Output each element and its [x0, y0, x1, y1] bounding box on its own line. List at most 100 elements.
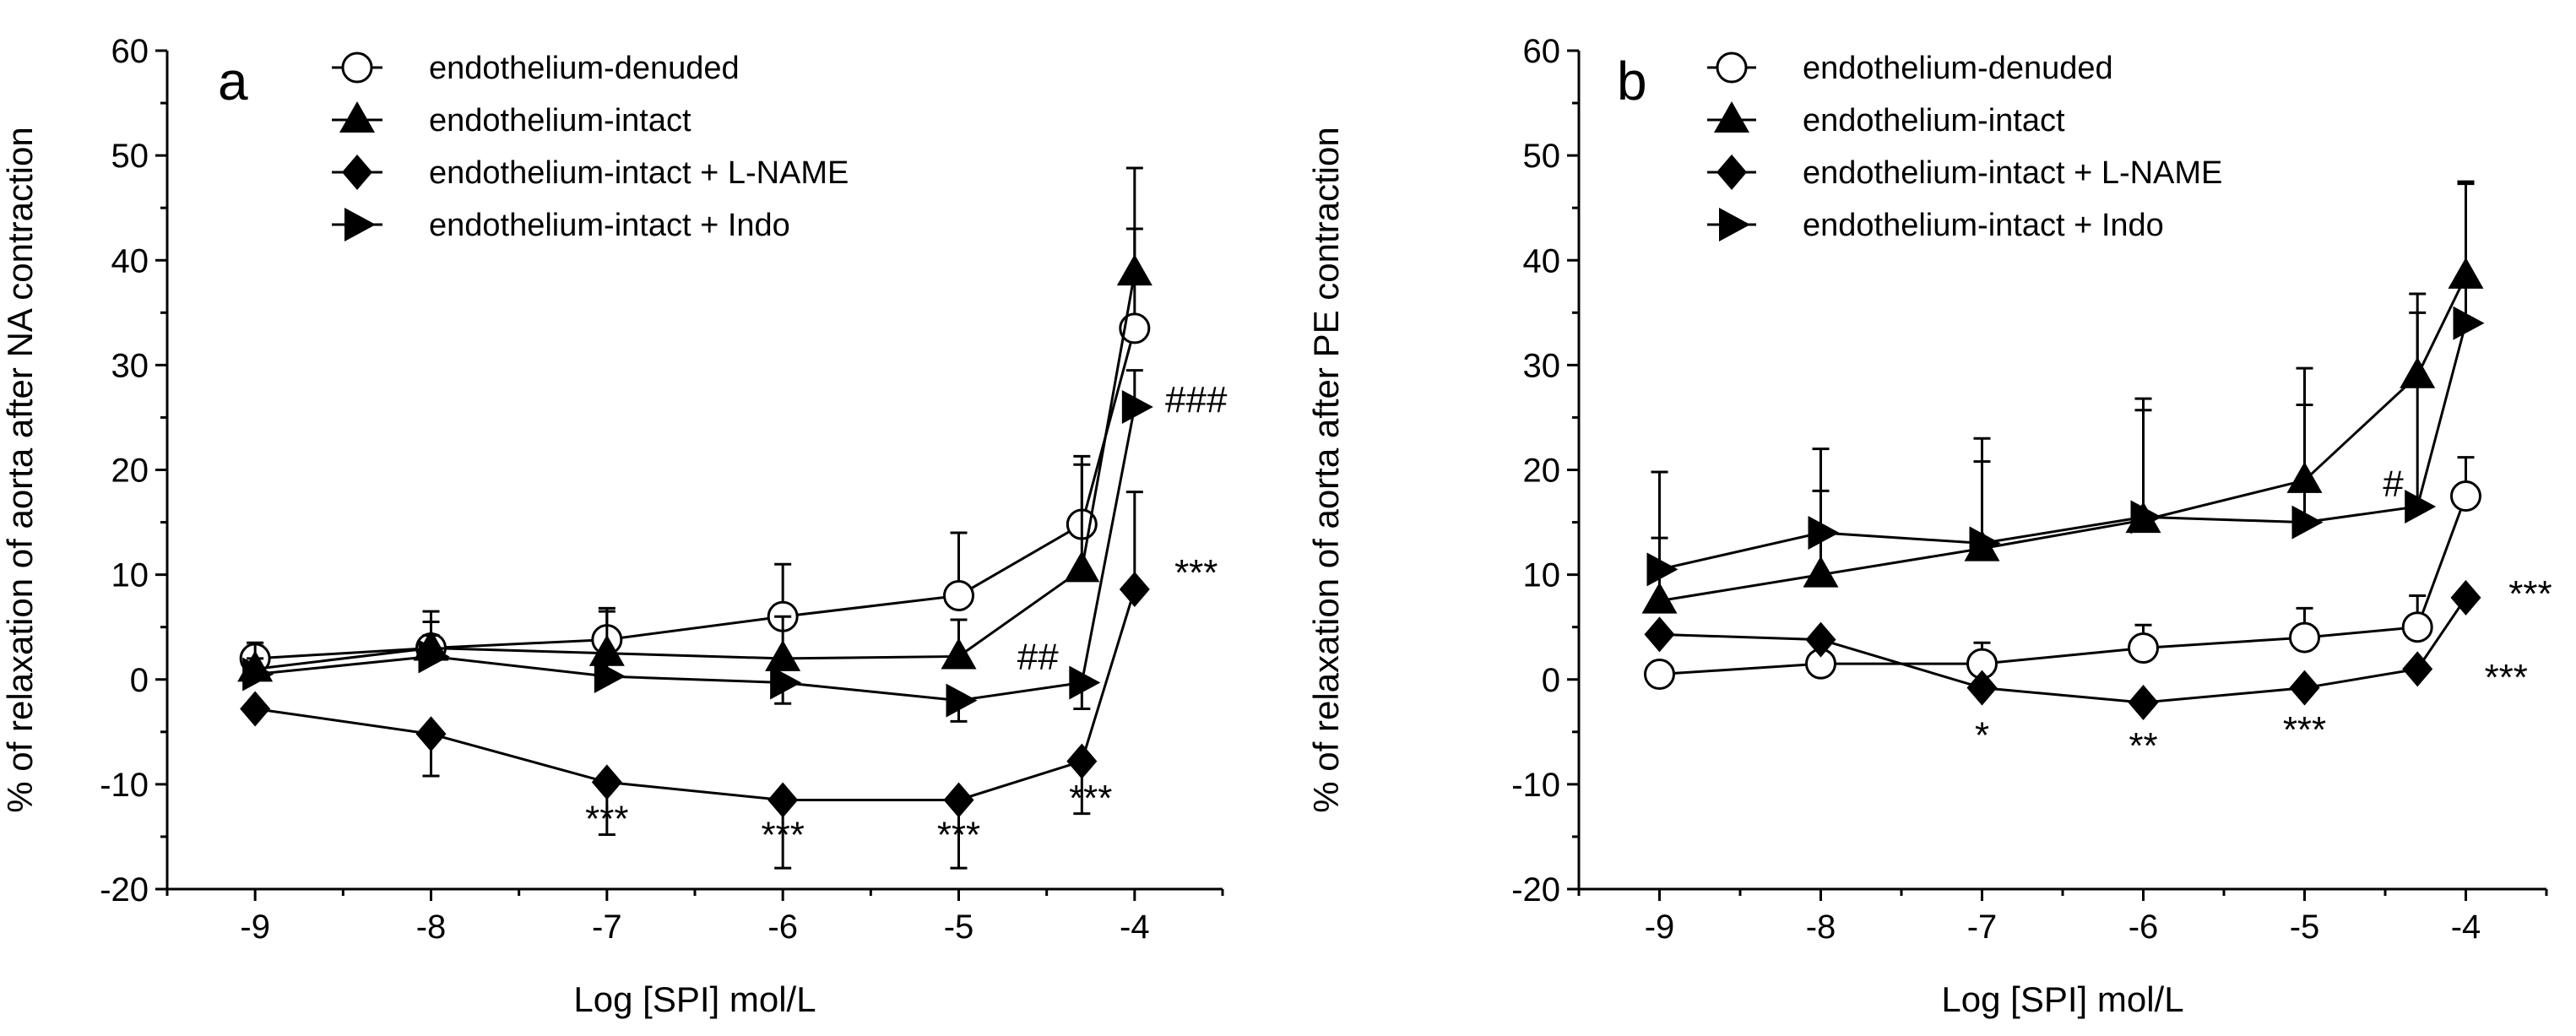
legend-item-endothelium-intact: endothelium-intact — [1707, 101, 2065, 138]
data-point — [591, 764, 622, 800]
x-tick-label: -5 — [2290, 909, 2320, 946]
data-point — [594, 659, 626, 694]
legend-item-endothelium-intact-l-name: endothelium-intact + L-NAME — [1707, 155, 2222, 191]
legend-item-endothelium-intact-indo: endothelium-intact + Indo — [1707, 208, 2164, 243]
y-axis-title: % of relaxation of aorta after NA contra… — [0, 127, 40, 812]
data-point — [242, 657, 274, 692]
series-line — [1659, 323, 2467, 571]
significance-annotation: *** — [1174, 552, 1217, 594]
data-point — [1966, 670, 1998, 706]
data-point — [1121, 390, 1153, 425]
y-tick-label: 10 — [111, 557, 149, 594]
significance-annotation: *** — [2485, 657, 2528, 698]
data-point — [2450, 579, 2481, 616]
legend-marker — [1716, 155, 1747, 190]
data-point — [1116, 254, 1152, 286]
series-endothelium-intact-indo — [1646, 182, 2485, 587]
series-line — [254, 272, 1136, 670]
legend-item-endothelium-denuded: endothelium-denuded — [332, 51, 740, 86]
significance-annotation: *** — [1069, 778, 1112, 819]
series-endothelium-intact-l-name — [1644, 579, 2481, 721]
series-endothelium-denuded — [1644, 456, 2481, 691]
y-tick-label: 20 — [111, 453, 149, 490]
y-tick-label: -10 — [1511, 767, 1560, 804]
x-tick-label: -4 — [2451, 909, 2481, 946]
significance-annotation: # — [2383, 464, 2404, 505]
data-point — [1803, 556, 1839, 588]
significance-annotation: ### — [1165, 379, 1228, 420]
data-point — [418, 639, 450, 674]
data-point — [770, 665, 802, 700]
data-point — [1644, 616, 1675, 653]
data-point — [2128, 632, 2159, 664]
significance-annotation: *** — [2508, 573, 2552, 615]
x-tick-label: -4 — [1120, 909, 1150, 946]
legend-marker — [344, 208, 376, 241]
data-point — [2289, 621, 2320, 654]
data-point — [2128, 685, 2159, 721]
legend-item-endothelium-intact-l-name: endothelium-intact + L-NAME — [332, 155, 849, 191]
significance-annotation: * — [1975, 714, 1989, 756]
data-point — [2405, 489, 2437, 523]
series-line — [1659, 275, 2467, 603]
series-endothelium-intact — [237, 166, 1152, 682]
data-point — [946, 683, 978, 718]
y-tick-label: 10 — [1523, 557, 1561, 594]
legend-label: endothelium-intact + L-NAME — [429, 155, 849, 191]
significance-annotation: ## — [1017, 636, 1059, 677]
y-tick-label: -20 — [100, 871, 149, 909]
significance-annotation: *** — [585, 799, 628, 840]
y-tick-label: 30 — [1523, 347, 1561, 384]
significance-annotation: *** — [937, 814, 980, 855]
legend-label: endothelium-intact — [429, 103, 691, 138]
legend-label: endothelium-intact — [1803, 103, 2065, 138]
significance-annotation: ** — [2129, 725, 2157, 767]
legend-label: endothelium-intact + L-NAME — [1803, 155, 2222, 191]
legend-label: endothelium-denuded — [1803, 51, 2113, 86]
legend-marker — [342, 155, 372, 190]
x-tick-label: -7 — [1967, 909, 1998, 946]
y-tick-label: 40 — [1523, 242, 1561, 279]
y-tick-label: 0 — [1542, 662, 1560, 699]
series-endothelium-intact — [1641, 180, 2484, 614]
data-point — [1066, 743, 1098, 779]
data-point — [2289, 670, 2320, 706]
data-point — [588, 634, 625, 666]
y-axis-title: % of relaxation of aorta after PE contra… — [1306, 127, 1346, 812]
legend-label: endothelium-denuded — [429, 51, 740, 86]
y-tick-label: 50 — [111, 138, 149, 175]
data-point — [2291, 505, 2324, 540]
data-point — [941, 637, 977, 670]
data-point — [1969, 526, 2001, 561]
data-point — [767, 782, 799, 818]
legend-label: endothelium-intact + Indo — [429, 208, 790, 243]
legend-marker — [1716, 52, 1748, 84]
series-line — [1659, 597, 2467, 704]
chart-a-svg: -20 -10 0 10 20 30 40 50 60 -9 -8 -7 -6 -5 -4 Log [SPI]… — [0, 33, 1228, 1019]
legend-marker — [1719, 208, 1750, 241]
data-point — [1064, 551, 1100, 583]
x-tick-label: -9 — [240, 909, 270, 946]
series-endothelium-intact-indo — [242, 369, 1153, 723]
y-tick-label: 60 — [111, 33, 149, 70]
series-endothelium-intact-l-name — [240, 491, 1150, 870]
data-point — [765, 639, 801, 671]
y-tick-label: 0 — [130, 662, 149, 699]
legend-item-endothelium-intact-indo: endothelium-intact + Indo — [332, 208, 790, 243]
x-tick-label: -6 — [2129, 909, 2159, 946]
data-point — [2453, 306, 2485, 340]
x-axis-title: Log [SPI] mol/L — [573, 979, 816, 1019]
series-line — [1659, 496, 2467, 676]
y-tick-label: 60 — [1523, 33, 1561, 70]
y-tick-label: 20 — [1523, 453, 1561, 490]
data-point — [1119, 312, 1151, 344]
y-tick-label: -20 — [1511, 871, 1560, 909]
y-tick-label: -10 — [100, 767, 149, 804]
x-tick-label: -7 — [592, 909, 622, 946]
x-tick-label: -9 — [1645, 909, 1675, 946]
data-point — [1805, 621, 1836, 658]
data-point — [2401, 611, 2433, 643]
legend-item-endothelium-intact: endothelium-intact — [332, 101, 691, 138]
data-point — [415, 716, 447, 752]
panel-label: a — [218, 51, 248, 111]
